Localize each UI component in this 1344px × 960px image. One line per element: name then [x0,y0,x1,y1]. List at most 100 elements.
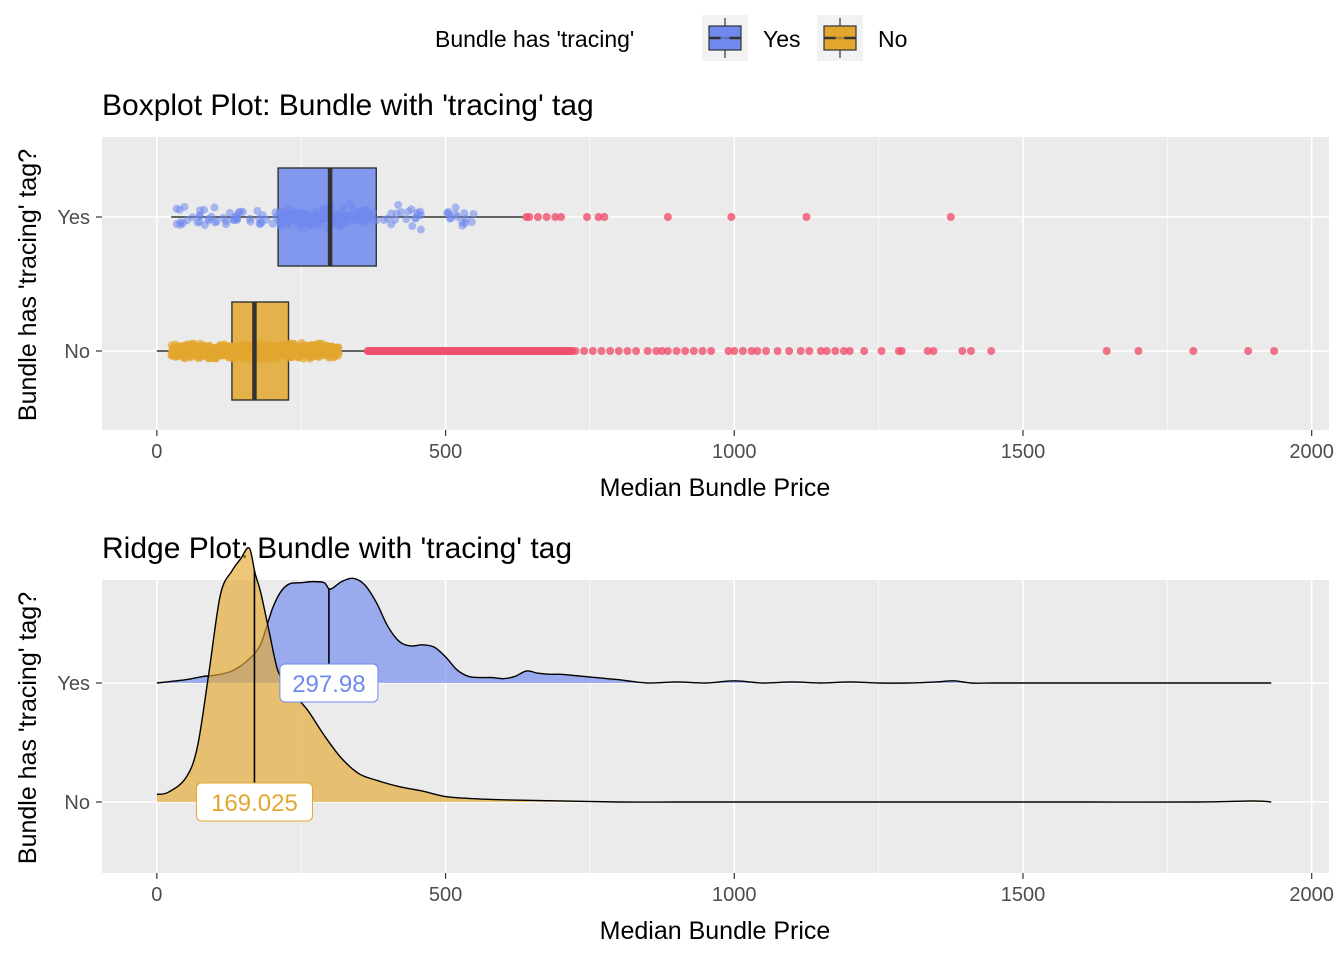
ridge-series-no [156,546,1272,803]
jitter-point [200,345,209,354]
boxplot-panel [102,137,1329,430]
ridge-y-ticks: Yes No [57,673,102,814]
jitter-point [253,206,262,215]
outlier-point [588,347,597,355]
outlier-point [663,347,672,355]
outlier-point [571,347,580,355]
outlier-point [877,347,886,355]
outlier-point [557,213,566,221]
jitter-point [320,205,329,214]
jitter-point [362,205,371,214]
boxplot-x-tick-label: 500 [429,441,462,463]
outlier-point [773,347,782,355]
legend-key-no [817,15,863,61]
density-area-no [156,547,1272,803]
outlier-point [594,213,603,221]
jitter-point [372,216,381,225]
jitter-point [219,348,228,357]
jitter-point [278,212,287,221]
ridge-chart: Ridge Plot: Bundle with 'tracing' tag Bu… [14,532,1334,945]
outlier-point [860,347,869,355]
ridge-title: Ridge Plot: Bundle with 'tracing' tag [102,532,572,565]
jitter-point [308,342,317,351]
ridge-y-axis-title: Bundle has 'tracing' tag? [14,592,42,864]
jitter-point [258,352,267,361]
boxplot-x-ticks: 0 500 1000 1500 2000 [151,430,1334,463]
boxplot-series-yes [171,167,955,267]
ridge-x-tick-label: 2000 [1289,884,1334,906]
jitter-point [242,346,251,355]
jitter-point [225,209,234,218]
jitter-point [219,213,228,222]
outlier-point [542,213,551,221]
jitter-point [291,217,300,226]
outlier-point [762,347,771,355]
boxplot-x-tick-label: 2000 [1289,441,1334,463]
boxplot-x-axis-title: Median Bundle Price [600,474,831,502]
outlier-point [796,347,805,355]
jitter-point [245,214,254,223]
outlier-point [1244,347,1253,355]
jitter-point [315,213,324,222]
boxplot-title: Boxplot Plot: Bundle with 'tracing' tag [102,89,594,122]
jitter-point [183,349,192,358]
median-label-no: 169.025 [195,782,313,822]
jitter-point [469,209,478,218]
outlier-point [816,347,825,355]
jitter-point [408,221,417,230]
jitter-point [387,209,396,218]
jitter-point [194,350,203,359]
outlier-point [698,347,707,355]
boxplot-chart: Boxplot Plot: Bundle with 'tracing' tag … [14,89,1334,502]
boxplot-x-tick-label: 1500 [1001,441,1046,463]
outlier-point [802,213,811,221]
jitter-point [314,221,323,230]
jitter-point [257,218,266,227]
jitter-point [279,349,288,358]
outlier-point [730,347,739,355]
jitter-point [402,214,411,223]
jitter-point [176,220,185,229]
outlier-point [1270,347,1279,355]
outlier-point [958,347,967,355]
jitter-point [193,218,202,227]
ridge-x-ticks: 0 500 1000 1500 2000 [151,873,1334,906]
ridge-x-axis-title: Median Bundle Price [600,917,831,945]
outlier-point [753,347,762,355]
outlier-point [663,213,672,221]
boxplot-y-tick-label-no: No [64,341,90,363]
outlier-point [606,347,615,355]
outlier-point [987,347,996,355]
jitter-point [416,225,425,234]
legend-dot-no [835,33,845,43]
median-label-box [195,782,313,822]
jitter-point [333,210,342,219]
outlier-point [614,347,623,355]
outlier-point [643,347,652,355]
jitter-point [172,345,181,354]
boxplot-y-tick-label-yes: Yes [57,207,90,229]
outlier-point [707,347,716,355]
jitter-point [204,354,213,363]
jitter-point [278,219,287,228]
jitter-point [286,212,295,221]
outlier-point [845,347,854,355]
jitter-point [269,352,278,361]
jitter-point [387,220,396,229]
outlier-point [747,347,756,355]
legend-label-yes: Yes [763,26,801,52]
outlier-point [583,213,592,221]
jitter-point [195,211,204,220]
jitter-point [287,343,296,352]
jitter-point [313,350,322,359]
boxplot-series-no [156,301,1279,401]
legend-dot-yes [720,33,730,43]
jitter-point [268,219,277,228]
outlier-point [623,347,632,355]
boxplot-x-tick-label: 1000 [712,441,757,463]
jitter-point [413,208,422,217]
density-area-yes [156,578,1272,684]
legend: Bundle has 'tracing' Yes No [435,15,907,61]
outlier-point [689,347,698,355]
